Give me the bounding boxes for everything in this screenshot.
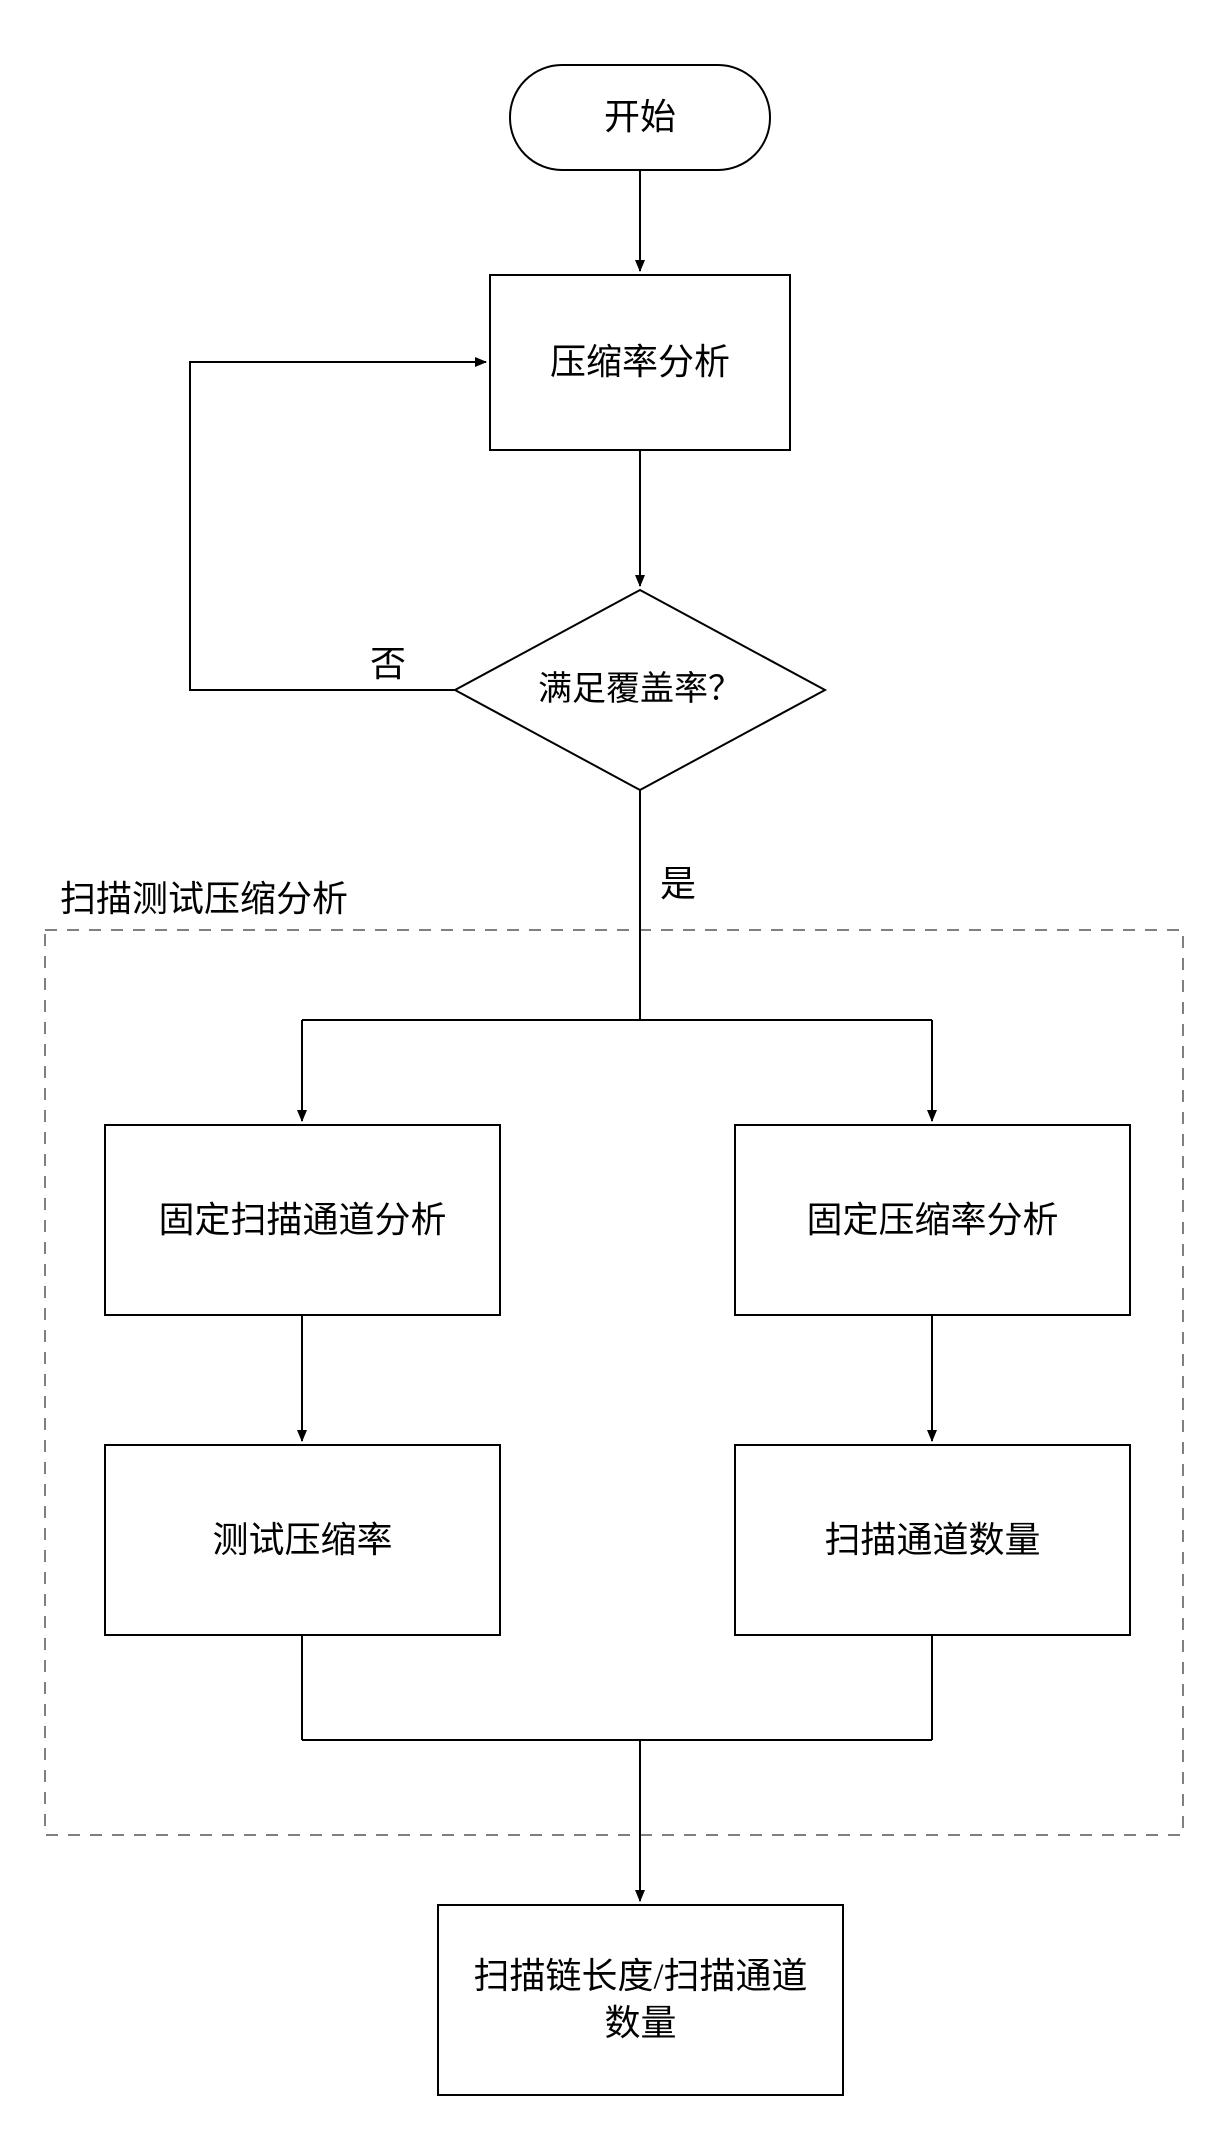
label-n4: 测试压缩率: [105, 1445, 500, 1635]
label-n1: 压缩率分析: [490, 275, 790, 450]
label-yes: 是: [660, 855, 696, 907]
label-d1: 满足覆盖率？: [455, 640, 825, 740]
edge-d1-no-loop: [190, 362, 486, 690]
label-n3: 固定压缩率分析: [735, 1125, 1130, 1315]
label-no: 否: [370, 635, 406, 687]
section-box: [45, 930, 1183, 1835]
label-start: 开始: [510, 65, 770, 170]
label-n6: 扫描链长度/扫描通道数量: [438, 1905, 843, 2095]
label-n2: 固定扫描通道分析: [105, 1125, 500, 1315]
label-section: 扫描测试压缩分析: [60, 870, 348, 922]
label-n5: 扫描通道数量: [735, 1445, 1130, 1635]
